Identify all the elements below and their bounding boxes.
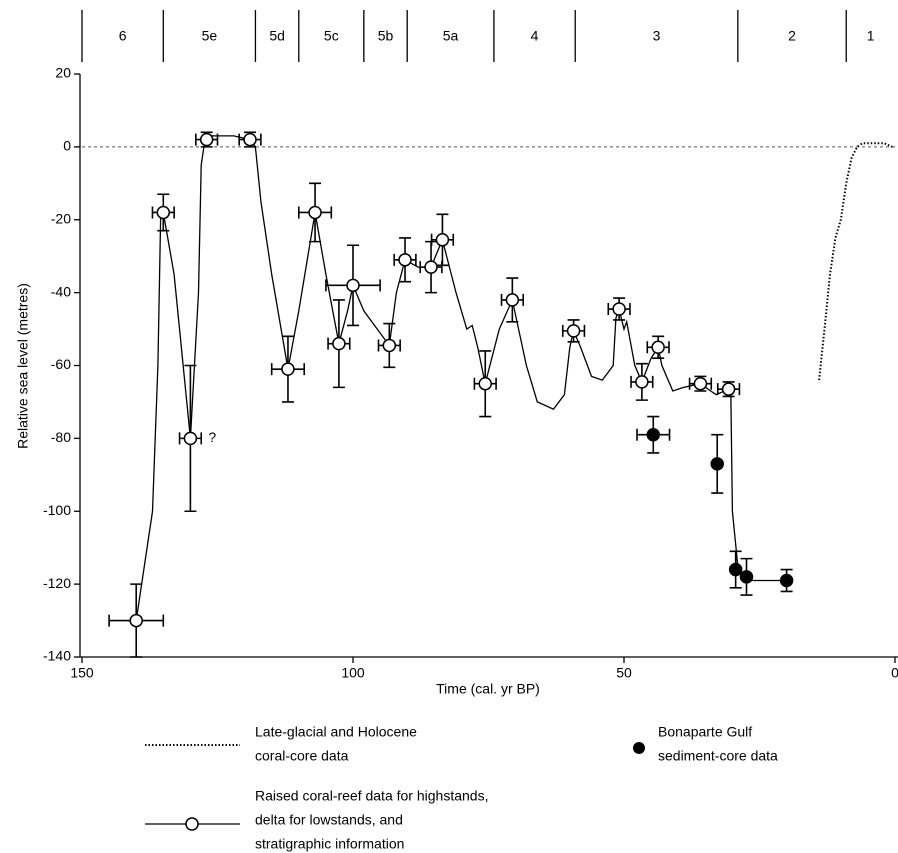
y-tick-label: 20: [55, 65, 71, 81]
y-axis-label: Relative sea level (metres): [15, 283, 31, 449]
stage-label: 4: [531, 28, 539, 44]
stage-label: 1: [867, 28, 875, 44]
open-point: [183, 431, 198, 446]
open-point: [505, 293, 520, 307]
open-point: [424, 260, 438, 274]
x-tick-label: 0: [891, 665, 898, 681]
open-point: [243, 132, 257, 147]
filled-point: [728, 562, 743, 577]
filled-point: [646, 427, 661, 442]
x-tick-label: 100: [341, 665, 365, 681]
open-point: [651, 340, 665, 355]
open-point: [693, 376, 708, 391]
open-point: [566, 324, 581, 338]
stage-label: 3: [653, 28, 661, 44]
filled-point: [710, 457, 724, 471]
stage-label: 2: [788, 28, 796, 44]
open-point: [721, 382, 736, 396]
legend-label: Raised coral-reef data for highstands,: [255, 788, 488, 804]
annotation: ?: [208, 429, 216, 445]
solid-curve: [135, 135, 787, 621]
filled-point: [739, 570, 754, 584]
legend-label: delta for lowstands, and: [255, 812, 403, 828]
open-point: [635, 375, 649, 389]
stage-label: 5a: [443, 28, 459, 44]
x-tick-label: 150: [70, 665, 94, 681]
open-point: [129, 613, 143, 628]
x-tick-label: 50: [616, 665, 632, 681]
stage-label: 5e: [202, 28, 218, 44]
y-tick-label: -100: [43, 502, 71, 518]
stage-label: 6: [119, 28, 127, 44]
y-tick-label: -40: [51, 283, 71, 299]
open-point: [281, 362, 295, 376]
y-tick-label: 0: [63, 138, 71, 154]
open-point: [346, 278, 360, 293]
legend-swatch: [633, 742, 645, 754]
legend-label: sediment-core data: [658, 748, 778, 764]
open-point: [612, 302, 626, 316]
open-point: [332, 336, 346, 351]
stage-label: 5b: [378, 28, 394, 44]
open-point: [382, 338, 397, 353]
y-tick-label: -120: [43, 575, 71, 591]
legend-label: Bonaparte Gulf: [658, 724, 752, 740]
open-point: [308, 205, 322, 220]
open-point: [435, 233, 450, 247]
dotted-line: [818, 142, 893, 381]
open-point: [156, 205, 171, 220]
stage-label: 5d: [269, 28, 285, 44]
y-tick-label: -140: [43, 648, 71, 664]
y-tick-label: -20: [51, 210, 71, 226]
legend-label: Late-glacial and Holocene: [255, 724, 417, 740]
open-point: [398, 253, 412, 267]
legend-swatch: [185, 817, 199, 831]
legend-label: stratigraphic information: [255, 836, 404, 852]
open-point: [199, 132, 214, 147]
y-tick-label: -60: [51, 356, 71, 372]
legend-label: coral-core data: [255, 748, 349, 764]
y-tick-label: -80: [51, 429, 71, 445]
x-axis-label: Time (cal. yr BP): [436, 681, 540, 697]
open-point: [478, 376, 492, 391]
filled-point: [779, 573, 794, 588]
stage-label: 5c: [324, 28, 339, 44]
